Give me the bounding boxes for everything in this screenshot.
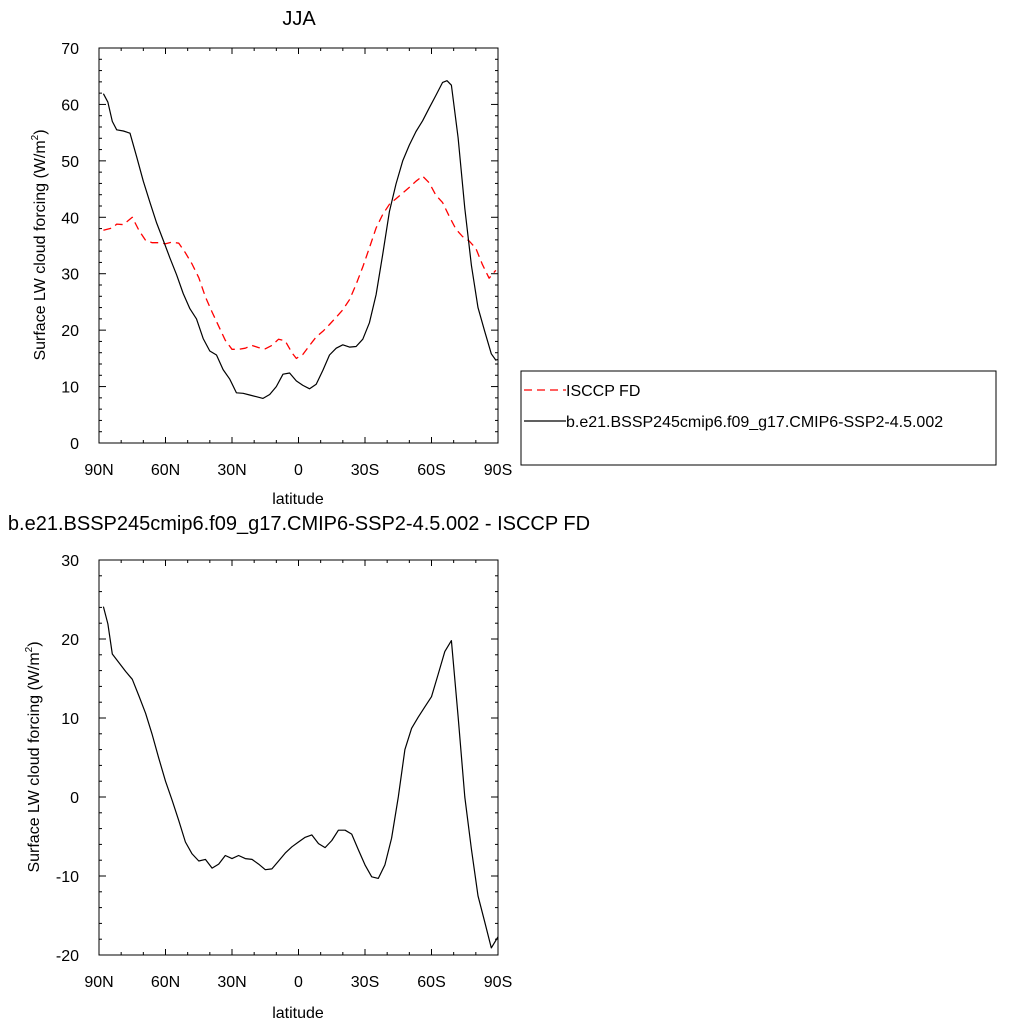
series-layer <box>102 606 498 949</box>
y-axis-label-main: Surface LW cloud forcing (W/m <box>26 652 43 872</box>
y-axis-label-main: Surface LW cloud forcing (W/m <box>32 140 49 360</box>
x-tick-label: 60S <box>417 462 445 479</box>
y-tick-label: 10 <box>61 380 79 397</box>
y-axis-label-superscript: 2 <box>24 646 35 652</box>
x-tick-label: 90S <box>484 974 512 991</box>
y-tick-label: 0 <box>70 436 79 453</box>
y-axis-label-close: ) <box>26 641 43 646</box>
x-tick-label: 0 <box>294 974 303 991</box>
x-tick-label: 30N <box>217 974 246 991</box>
y-tick-label: 20 <box>61 323 79 340</box>
x-tick-label: 60N <box>151 462 180 479</box>
x-tick-label: 90S <box>484 462 512 479</box>
x-tick-label: 30S <box>351 462 379 479</box>
x-tick-label: 60N <box>151 974 180 991</box>
legend: ISCCP FD b.e21.BSSP245cmip6.f09_g17.CMIP… <box>520 370 997 466</box>
series-line-b-e21-bssp245cmip6-f09-g17-cmip6-ssp2-4-5-002 <box>102 80 498 399</box>
y-axis-label-superscript: 2 <box>30 134 41 140</box>
y-tick-label: -10 <box>56 869 79 886</box>
x-tick-label: 0 <box>294 462 303 479</box>
y-tick-label: 20 <box>61 632 79 649</box>
x-tick-label: 30N <box>217 462 246 479</box>
plot-frame <box>98 47 499 444</box>
x-tick-label: 90N <box>84 462 113 479</box>
x-axis-label: latitude <box>272 1005 324 1022</box>
x-axis-label: latitude <box>272 491 324 508</box>
legend-label-isccp-fd: ISCCP FD <box>566 383 640 400</box>
y-tick-label: 30 <box>61 267 79 284</box>
legend-label-model: b.e21.BSSP245cmip6.f09_g17.CMIP6-SSP2-4.… <box>566 414 943 431</box>
ticks-layer: 90N 60N 30N 0 30S 60S 90S 0 10 20 30 40 50 60 70 <box>61 41 512 479</box>
x-tick-label: 90N <box>84 974 113 991</box>
y-tick-label: 0 <box>70 790 79 807</box>
y-tick-label: 60 <box>61 97 79 114</box>
series-line-difference <box>102 606 498 949</box>
x-tick-label: 30S <box>351 974 379 991</box>
y-axis-label-close: ) <box>32 129 49 134</box>
series-line-isccp-fd <box>103 175 497 360</box>
y-tick-label: 70 <box>61 41 79 58</box>
chart-title: JJA <box>282 8 316 30</box>
series-layer <box>102 80 498 399</box>
ticks-layer: 90N 60N 30N 0 30S 60S 90S -20 -10 0 10 20 30 <box>56 553 512 991</box>
y-tick-label: 40 <box>61 210 79 227</box>
legend-box <box>520 370 997 466</box>
y-tick-label: 50 <box>61 154 79 171</box>
difference-chart: b.e21.BSSP245cmip6.f09_g17.CMIP6-SSP2-4.… <box>8 513 590 1022</box>
y-axis-label: Surface LW cloud forcing (W/m2) <box>24 641 43 872</box>
y-axis-label: Surface LW cloud forcing (W/m2) <box>30 129 49 360</box>
chart-title: b.e21.BSSP245cmip6.f09_g17.CMIP6-SSP2-4.… <box>8 513 590 535</box>
x-tick-label: 60S <box>417 974 445 991</box>
y-tick-label: 30 <box>61 553 79 570</box>
y-tick-label: 10 <box>61 711 79 728</box>
y-tick-label: -20 <box>56 948 79 965</box>
jja-chart: JJA 90N 60N 30N 0 30S 60S 90S 0 10 20 30 40 50 60 70 l… <box>30 8 997 508</box>
